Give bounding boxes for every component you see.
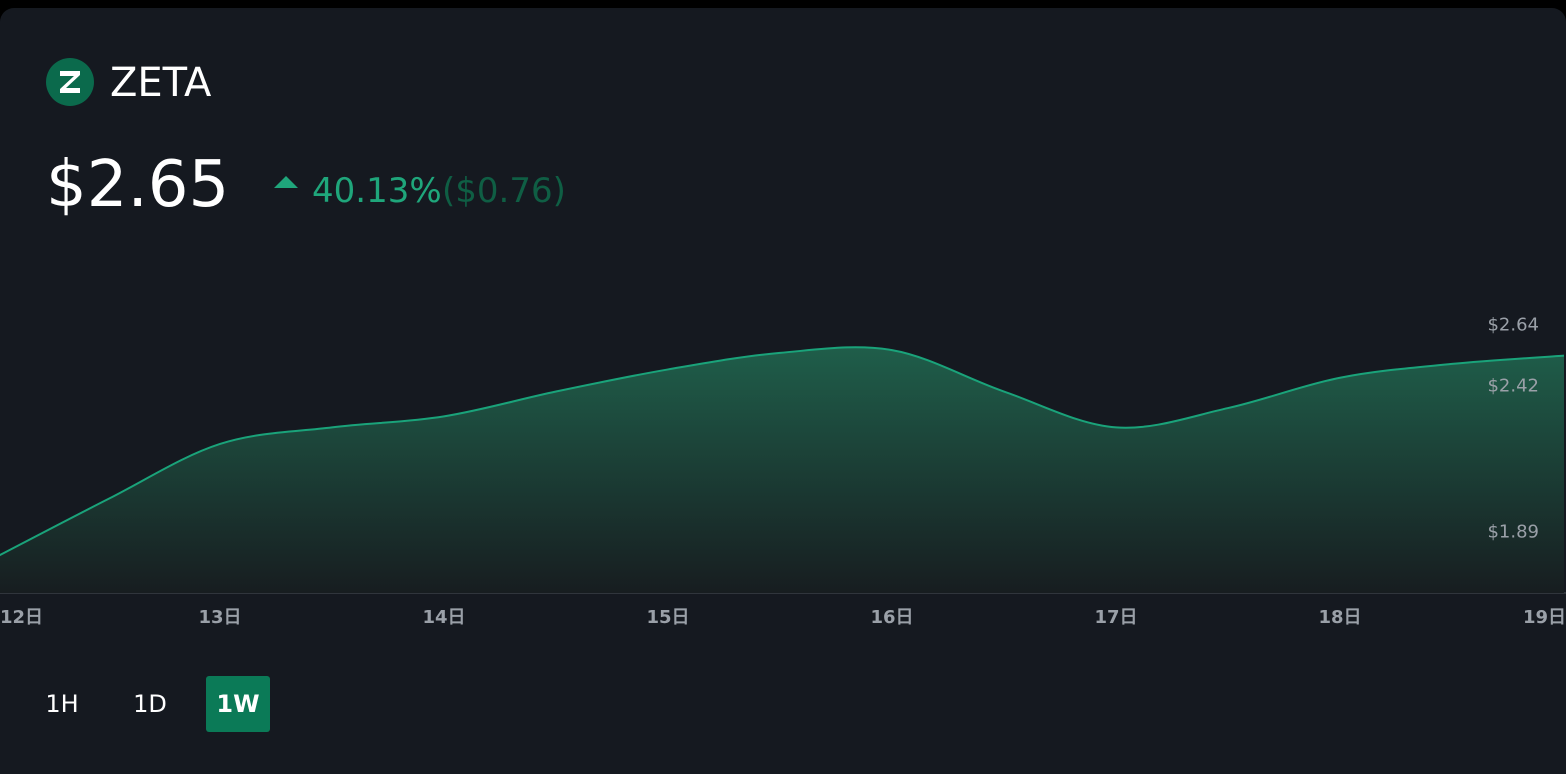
chart: $1.89 $2.42 $2.64 12日 13日 14日 15日 16日 17日 18日 19日 xyxy=(0,58,1566,628)
change-absolute: ($0.76) xyxy=(442,171,566,211)
x-tick-label: 12日 xyxy=(0,607,43,628)
up-arrow xyxy=(274,176,298,188)
y-tick-label: $2.64 xyxy=(1487,315,1539,336)
timeframe-button[interactable]: 1D xyxy=(133,690,167,718)
timeframe-button-active[interactable]: 1W xyxy=(206,676,270,732)
token-logo xyxy=(60,71,80,93)
area-fill xyxy=(0,347,1564,593)
x-tick-label: 16日 xyxy=(870,607,913,628)
x-tick-label: 17日 xyxy=(1094,607,1137,628)
symbol: ZETA xyxy=(110,60,212,106)
timeframe-button[interactable]: 1H xyxy=(45,690,79,718)
price-line xyxy=(0,346,1565,557)
price: $2.65 xyxy=(46,148,230,222)
y-tick-label: $1.89 xyxy=(1487,522,1539,543)
x-tick-label: 13日 xyxy=(198,607,241,628)
x-tick-label: 18日 xyxy=(1318,607,1361,628)
change-percent: 40.13% xyxy=(312,171,442,211)
price-card: $1.89 $2.42 $2.64 12日 13日 14日 15日 16日 17日 18日 19日 … xyxy=(0,8,1566,774)
x-tick-label: 14日 xyxy=(422,607,465,628)
x-tick-label: 19日 xyxy=(1523,607,1566,628)
x-tick-label: 15日 xyxy=(646,607,689,628)
y-tick-label: $2.42 xyxy=(1487,375,1539,396)
